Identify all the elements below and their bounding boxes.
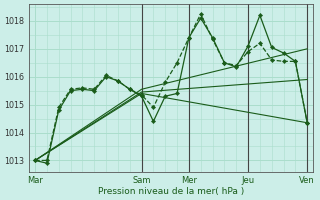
X-axis label: Pression niveau de la mer( hPa ): Pression niveau de la mer( hPa )	[98, 187, 244, 196]
